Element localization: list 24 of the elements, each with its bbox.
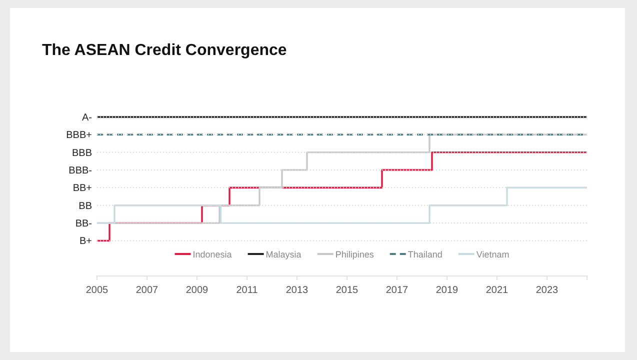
x-tick-label: 2015 <box>336 285 359 296</box>
x-tick-label: 2007 <box>136 285 159 296</box>
x-tick-label: 2005 <box>86 285 109 296</box>
ref-line-label: BB <box>78 200 92 212</box>
chart-title: The ASEAN Credit Convergence <box>42 42 287 59</box>
legend-label: Malaysia <box>266 250 302 260</box>
ref-line-label: BBB- <box>68 165 92 176</box>
ref-line-label: A- <box>82 112 92 124</box>
legend-label: Thailand <box>408 250 442 260</box>
ref-line-label: BBB <box>72 148 92 159</box>
x-tick-label: 2009 <box>186 285 209 296</box>
ref-line-label: BBB+ <box>66 130 92 142</box>
x-tick-label: 2021 <box>486 285 509 296</box>
x-tick-label: 2011 <box>236 285 258 296</box>
x-tick-label: 2013 <box>286 285 309 296</box>
ref-line-label: B+ <box>79 236 92 248</box>
x-tick-label: 2019 <box>436 285 459 296</box>
legend-label: Philipines <box>335 250 374 260</box>
legend-label: Indonesia <box>192 250 232 260</box>
ref-line-label: BB- <box>75 218 92 230</box>
x-tick-label: 2023 <box>536 285 559 296</box>
x-tick-label: 2017 <box>386 285 409 296</box>
ref-line-label: BB+ <box>72 183 92 194</box>
legend-label: Vietnam <box>476 250 510 260</box>
